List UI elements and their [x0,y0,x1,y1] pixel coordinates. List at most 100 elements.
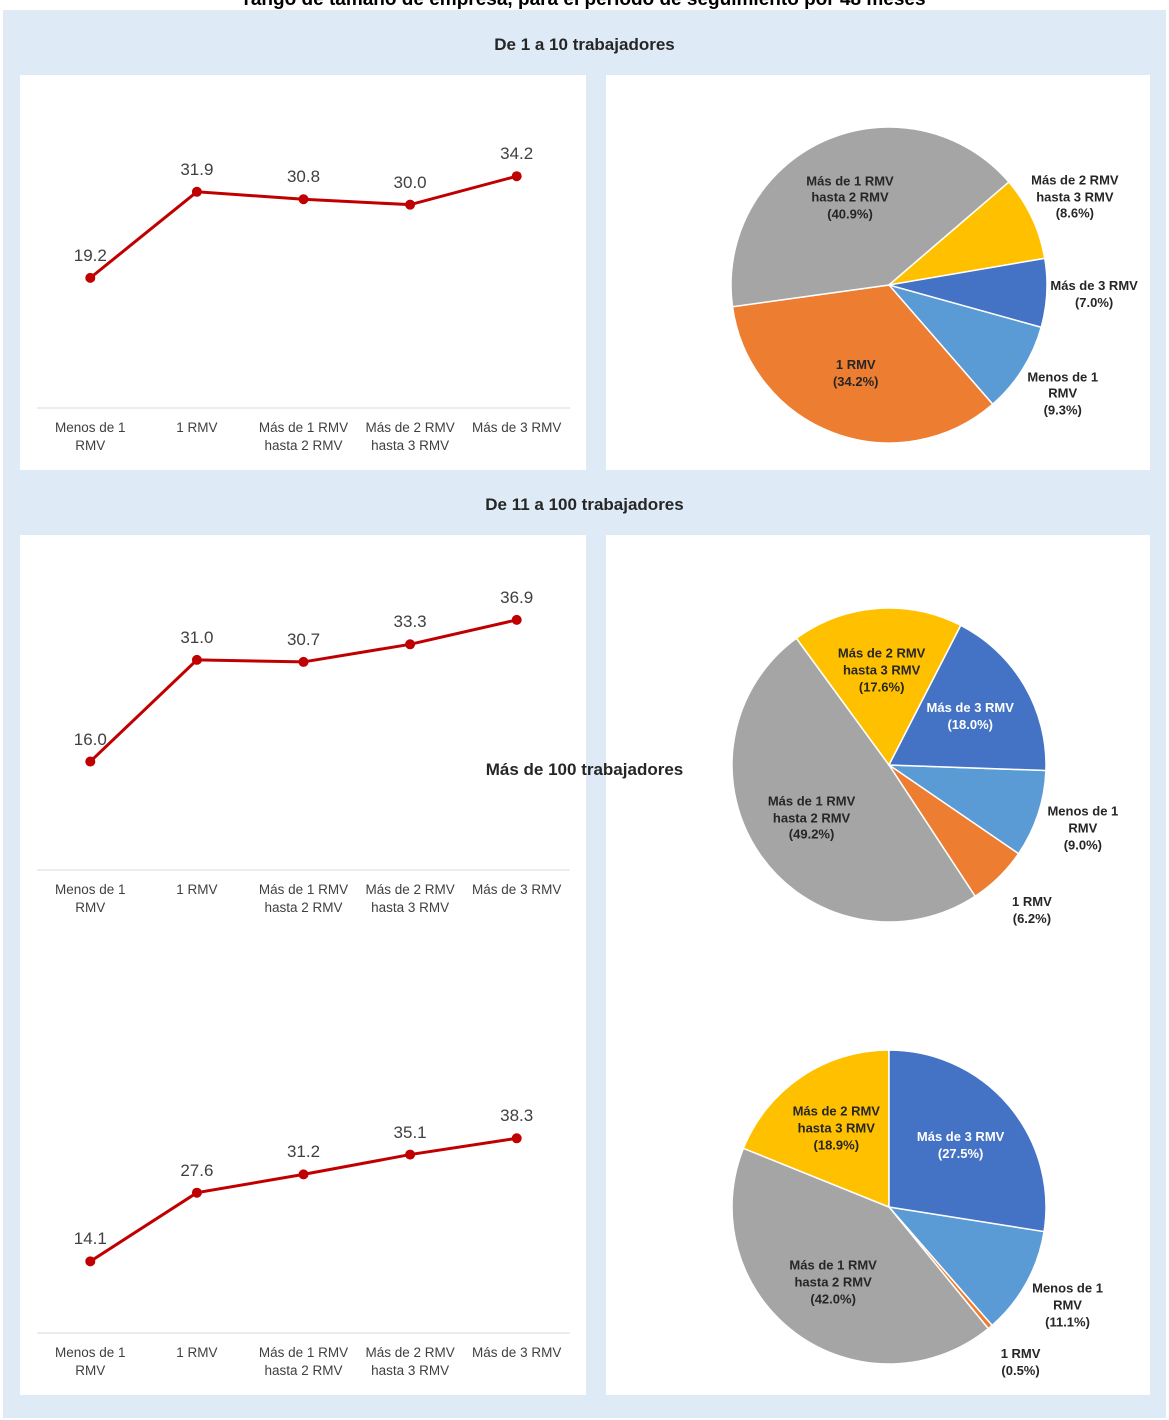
marker [298,656,309,667]
pie-label-category: Menos de 1 RMV [1047,803,1119,836]
x-tick-label: Más de 1 RMV hasta 2 RMV [258,882,349,915]
value-label: 30.0 [393,172,427,192]
pie-label-category: Más de 2 RMV hasta 3 RMV [837,645,926,678]
pie-slice [795,607,962,767]
section-heading: Más de 100 trabajadores [485,760,684,779]
value-label: 14.1 [73,1229,107,1249]
pie-label: Menos de 1 RMV (9.0%) [1034,803,1132,854]
pie-label-value: (42.0%) [810,1291,856,1307]
value-label: 19.2 [73,245,107,265]
x-tick-label: Más de 2 RMV hasta 3 RMV [365,420,455,453]
x-tick-label: Más de 2 RMV hasta 3 RMV [365,882,455,915]
pie-label-category: Más de 1 RMV hasta 2 RMV [806,173,894,206]
pie-label: Más de 1 RMV hasta 2 RMV (42.0%) [784,1258,882,1309]
marker [191,654,202,665]
pie-label: Más de 1 RMV hasta 2 RMV (49.2%) [763,793,861,844]
pie-label-value: (9.3%) [1043,403,1082,419]
value-label: 31.2 [286,1142,321,1162]
panel [20,75,586,470]
pie-label-category: 1 RMV [1000,1346,1041,1362]
pie-label: Más de 2 RMV hasta 3 RMV (18.9%) [787,1104,885,1155]
pie-label-category: Más de 1 RMV hasta 2 RMV [789,1257,877,1290]
marker [298,1169,309,1180]
pie-label: Más de 3 RMV (7.0%) [1045,279,1143,313]
pie-label-category: Menos de 1 RMV [1027,369,1099,402]
pie-label: Más de 2 RMV hasta 3 RMV (17.6%) [833,646,931,697]
pie-label: Más de 2 RMV hasta 3 RMV (8.6%) [1026,172,1124,223]
x-tick-label: Menos de 1 RMV [55,420,126,453]
pie-slice [731,284,994,444]
value-label: 38.3 [500,1106,534,1126]
value-label: 31.9 [180,159,214,179]
panel [20,800,586,1395]
section-heading: De 11 a 100 trabajadores [485,495,684,514]
marker [85,756,96,767]
pie-label-category: Más de 3 RMV [916,1128,1005,1144]
pie-label-value: (6.2%) [1012,910,1052,926]
pie-label-value: (7.0%) [1074,295,1114,311]
pie-label-value: (40.9%) [827,207,873,223]
pie-slice [731,1147,990,1365]
value-label: 31.0 [180,627,214,647]
pie-label-category: 1 RMV [835,356,876,372]
marker [405,1149,416,1160]
marker [511,171,522,182]
pie-label-value: (11.1%) [1045,1314,1090,1330]
x-tick-label: Más de 3 RMV [472,420,562,435]
x-tick-label: 1 RMV [176,420,218,435]
value-label: 33.3 [393,612,427,632]
pie-slice [888,257,1048,329]
pie-slice [886,764,1047,855]
pie-label-value: (8.6%) [1055,206,1095,222]
pie-label-value: (9.0%) [1063,837,1103,853]
value-label: 30.7 [286,629,321,649]
marker [191,1187,202,1198]
pie-label-value: (34.2%) [832,373,879,389]
pie-slice [731,637,977,923]
x-tick-label: Más de 1 RMV hasta 2 RMV [258,1345,349,1378]
marker [511,1133,522,1144]
pie-slice [730,126,1010,308]
pie-label-category: Más de 2 RMV hasta 3 RMV [1031,172,1119,205]
pie-label-value: (18.9%) [813,1137,860,1153]
x-tick-label: Más de 1 RMV hasta 2 RMV [258,420,349,453]
value-label: 16.0 [73,729,107,749]
pie-label-value: (0.5%) [1001,1363,1040,1379]
pie-slice [887,624,1047,772]
value-label: 30.8 [286,167,321,187]
pie-label-value: (18.0%) [947,717,993,733]
pie-slice [888,1049,1047,1233]
x-tick-label: 1 RMV [176,882,218,897]
pie-label: Menos de 1 RMV (9.3%) [1014,369,1112,420]
value-label: 36.9 [500,587,534,607]
pie-label: 1 RMV (34.2%) [807,357,905,391]
pie-label-value: (49.2%) [788,827,835,843]
pie-label: 1 RMV (0.5%) [972,1346,1070,1380]
pie-slice [742,1049,890,1209]
pie-label: Más de 3 RMV (18.0%) [921,700,1019,734]
pie-slice [886,283,1043,406]
pie-label-category: 1 RMV [1012,893,1052,909]
pie-label-value: (17.6%) [858,679,905,695]
section-heading: De 1 a 10 trabajadores [494,35,675,54]
pie-slice [887,1205,1045,1327]
value-label: 34.2 [500,144,534,164]
pie-label: Más de 1 RMV hasta 2 RMV (40.9%) [801,173,899,224]
pie-label-category: Menos de 1 RMV [1032,1280,1103,1313]
pie-label-category: Más de 2 RMV hasta 3 RMV [792,1103,880,1136]
line [89,174,518,280]
pie-label-category: Más de 3 RMV [926,700,1014,716]
page-title: rango de tamaño de empresa, para el perí… [0,0,1169,11]
marker [511,614,522,625]
pie-label: Más de 3 RMV (27.5%) [912,1129,1010,1163]
marker [405,639,416,650]
marker [298,194,309,205]
value-label: 27.6 [180,1160,214,1180]
marker [191,186,202,197]
pie-label-category: Más de 1 RMV hasta 2 RMV [767,793,856,826]
x-tick-label: 1 RMV [176,1345,218,1360]
pie-label: Menos de 1 RMV (11.1%) [1019,1281,1117,1332]
marker [85,272,96,283]
